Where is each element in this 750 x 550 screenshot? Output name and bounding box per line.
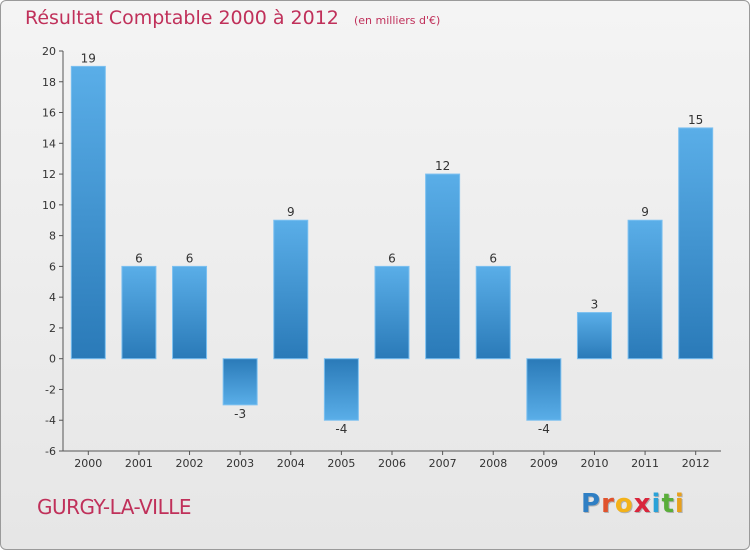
- proxiti-logo: Proxiti: [581, 489, 685, 519]
- y-tick-label: 10: [42, 199, 56, 212]
- bar: [627, 219, 663, 360]
- bar: [172, 265, 208, 360]
- logo-letter: x: [633, 489, 652, 519]
- y-tick-label: 6: [49, 260, 56, 273]
- data-label: 3: [591, 298, 599, 312]
- bar: [70, 65, 106, 360]
- x-tick-label: 2006: [378, 457, 406, 470]
- data-label: 12: [435, 159, 450, 173]
- bar: [425, 173, 461, 360]
- y-tick-label: 14: [42, 137, 56, 150]
- data-label: 9: [641, 205, 649, 219]
- bars: [70, 65, 714, 421]
- y-tick-label: 20: [42, 45, 56, 58]
- x-tick-label: 2007: [429, 457, 457, 470]
- y-tick-label: -4: [45, 414, 56, 427]
- bar: [121, 265, 157, 360]
- x-tick-label: 2011: [631, 457, 659, 470]
- y-tick-label: 0: [49, 353, 56, 366]
- logo-letter: i: [674, 489, 685, 519]
- x-tick-label: 2008: [479, 457, 507, 470]
- logo-letter: i: [651, 489, 662, 519]
- x-tick-label: 2009: [530, 457, 558, 470]
- data-label: 9: [287, 205, 295, 219]
- bar: [576, 312, 612, 360]
- y-tick-label: -2: [45, 383, 56, 396]
- data-label: 6: [186, 251, 194, 265]
- unit-note: (en milliers d'€): [353, 14, 441, 27]
- data-label: 6: [489, 251, 497, 265]
- data-label: 6: [135, 251, 143, 265]
- x-tick-label: 2010: [580, 457, 608, 470]
- bar: [222, 358, 258, 406]
- data-labels: 19 6 6 -3 9 -4 6 12 6 -4 3 9 15: [81, 51, 704, 436]
- x-tick-label: 2003: [226, 457, 254, 470]
- y-tick-label: 16: [42, 107, 56, 120]
- y-tick-label: 12: [42, 168, 56, 181]
- logo-letter: P: [581, 489, 602, 519]
- y-tick-label: 4: [49, 291, 56, 304]
- axes: -6 -4 -2 0 2 4 6 8 10 12 14 16 18 20 2000 2001 2002 2003 2…: [42, 45, 721, 470]
- bar: [475, 265, 511, 360]
- y-tick-label: 8: [49, 230, 56, 243]
- data-label: -4: [538, 422, 550, 436]
- bar: [374, 265, 410, 360]
- data-label: 19: [81, 51, 96, 65]
- bar: [526, 358, 562, 421]
- y-tick-label: -6: [45, 445, 56, 458]
- x-tick-label: 2004: [277, 457, 305, 470]
- logo-letter: r: [601, 489, 615, 519]
- data-label: -4: [335, 422, 347, 436]
- logo-letter: o: [614, 489, 634, 519]
- bar: [678, 127, 714, 360]
- city-name: GURGY-LA-VILLE: [37, 495, 192, 519]
- x-tick-label: 2002: [176, 457, 204, 470]
- title-block: Résultat Comptable 2000 à 2012 (en milli…: [25, 7, 440, 29]
- y-tick-label: 2: [49, 322, 56, 335]
- chart-title: Résultat Comptable 2000 à 2012: [25, 7, 339, 29]
- bar: [323, 358, 359, 421]
- bar: [273, 219, 309, 360]
- x-tick-label: 2005: [327, 457, 355, 470]
- data-label: 15: [688, 113, 703, 127]
- x-tick-label: 2001: [125, 457, 153, 470]
- y-tick-label: 18: [42, 76, 56, 89]
- data-label: -3: [234, 407, 246, 421]
- x-tick-label: 2012: [682, 457, 710, 470]
- x-tick-label: 2000: [74, 457, 102, 470]
- logo-letter: t: [661, 489, 675, 519]
- data-label: 6: [388, 251, 396, 265]
